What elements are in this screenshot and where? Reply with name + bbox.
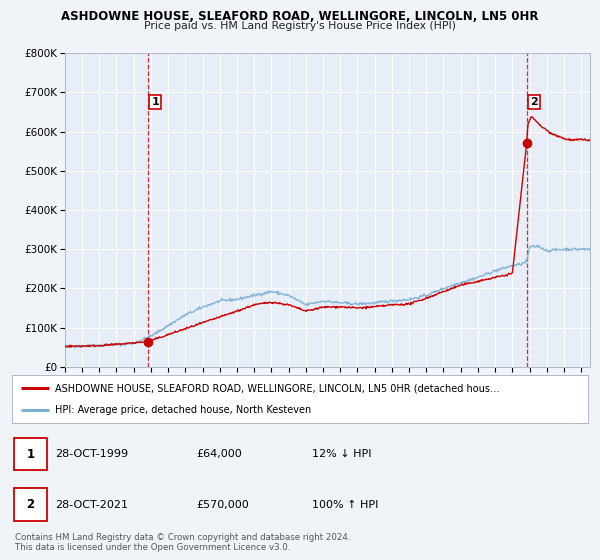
Text: 28-OCT-2021: 28-OCT-2021 xyxy=(55,500,128,510)
Text: Price paid vs. HM Land Registry's House Price Index (HPI): Price paid vs. HM Land Registry's House … xyxy=(144,21,456,31)
FancyBboxPatch shape xyxy=(14,488,47,521)
Text: Contains HM Land Registry data © Crown copyright and database right 2024.: Contains HM Land Registry data © Crown c… xyxy=(15,533,350,542)
Text: £64,000: £64,000 xyxy=(196,449,242,459)
FancyBboxPatch shape xyxy=(14,437,47,470)
Text: 1: 1 xyxy=(151,97,159,107)
Text: 2: 2 xyxy=(26,498,34,511)
Text: £570,000: £570,000 xyxy=(196,500,249,510)
Text: HPI: Average price, detached house, North Kesteven: HPI: Average price, detached house, Nort… xyxy=(55,405,311,415)
Text: 28-OCT-1999: 28-OCT-1999 xyxy=(55,449,128,459)
Text: This data is licensed under the Open Government Licence v3.0.: This data is licensed under the Open Gov… xyxy=(15,543,290,552)
Text: 12% ↓ HPI: 12% ↓ HPI xyxy=(311,449,371,459)
Text: ASHDOWNE HOUSE, SLEAFORD ROAD, WELLINGORE, LINCOLN, LN5 0HR (detached hous…: ASHDOWNE HOUSE, SLEAFORD ROAD, WELLINGOR… xyxy=(55,383,500,393)
Text: 2: 2 xyxy=(530,97,538,107)
Text: ASHDOWNE HOUSE, SLEAFORD ROAD, WELLINGORE, LINCOLN, LN5 0HR: ASHDOWNE HOUSE, SLEAFORD ROAD, WELLINGOR… xyxy=(61,10,539,23)
Text: 100% ↑ HPI: 100% ↑ HPI xyxy=(311,500,378,510)
Text: 1: 1 xyxy=(26,447,34,460)
